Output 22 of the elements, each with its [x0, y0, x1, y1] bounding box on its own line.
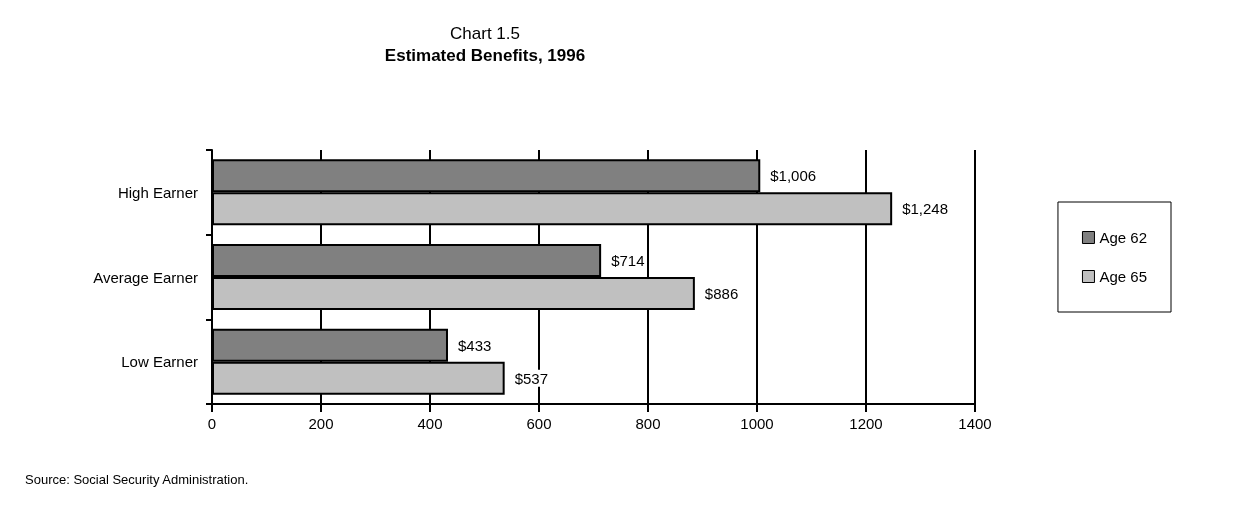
chart-subtitle: Estimated Benefits, 1996: [384, 46, 586, 65]
data-label: $886: [704, 285, 739, 303]
x-tick-label: 1400: [958, 415, 992, 432]
data-label: $714: [611, 251, 645, 269]
x-tick-label: 1000: [740, 415, 774, 432]
data-label: $1,006: [770, 167, 817, 185]
data-label: $537: [514, 369, 549, 387]
y-tick-label: Low Earner: [121, 353, 198, 371]
y-tick-label: Average Earner: [93, 268, 198, 286]
x-tick-label: 600: [526, 415, 552, 432]
legend-label: Age 62: [1099, 229, 1148, 246]
x-tick-label: 400: [417, 415, 443, 432]
data-label: $1,248: [902, 200, 949, 218]
data-label: $433: [457, 336, 492, 354]
x-tick-label: 800: [635, 415, 661, 432]
x-tick-label: 1200: [849, 415, 883, 432]
y-tick-label: High Earner: [117, 183, 198, 201]
source-note: Source: Social Security Administration.: [25, 472, 249, 487]
chart-title: Chart 1.5: [450, 24, 520, 43]
x-tick-label: 200: [308, 415, 334, 432]
x-tick-label: 0: [207, 415, 217, 432]
legend-label: Age 65: [1099, 268, 1148, 285]
